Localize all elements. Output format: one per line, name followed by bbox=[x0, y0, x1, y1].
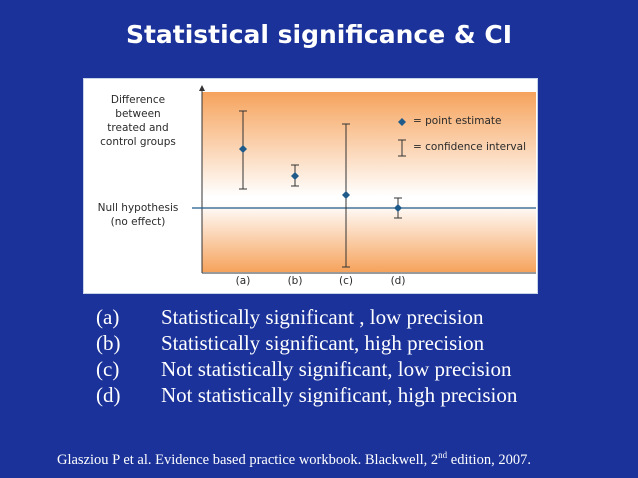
legend-diamond-icon bbox=[398, 118, 406, 126]
estimate-d bbox=[394, 197, 402, 219]
x-label-d: (d) bbox=[390, 275, 406, 287]
estimate-b bbox=[291, 164, 299, 187]
point-estimate-d bbox=[394, 204, 402, 212]
estimate-c bbox=[342, 123, 350, 268]
estimate-a bbox=[239, 110, 247, 190]
y-axis-arrow bbox=[199, 85, 205, 91]
point-estimate-c bbox=[342, 191, 350, 199]
x-label-a: (a) bbox=[235, 275, 251, 287]
legend-point-estimate: = point estimate bbox=[413, 115, 502, 127]
point-estimate-b bbox=[291, 172, 299, 180]
x-label-b: (b) bbox=[287, 275, 303, 287]
y-axis-label-null: Null hypothesis (no effect) bbox=[97, 202, 179, 228]
slide-title: Statistical significance & CI bbox=[125, 20, 513, 49]
y-axis-label-difference: Difference between treated and control g… bbox=[100, 94, 176, 148]
point-estimate-a bbox=[239, 145, 247, 153]
legend-interval-icon bbox=[398, 139, 406, 157]
shaded-plot-area bbox=[202, 92, 536, 272]
x-label-c: (c) bbox=[339, 275, 353, 287]
ci-diagram-graphic bbox=[192, 85, 536, 274]
citation: Glasziou P et al. Evidence based practic… bbox=[57, 450, 531, 468]
legend-confidence-interval: = confidence interval bbox=[413, 141, 526, 153]
ci-diagram: Difference between treated and control g… bbox=[83, 78, 538, 294]
